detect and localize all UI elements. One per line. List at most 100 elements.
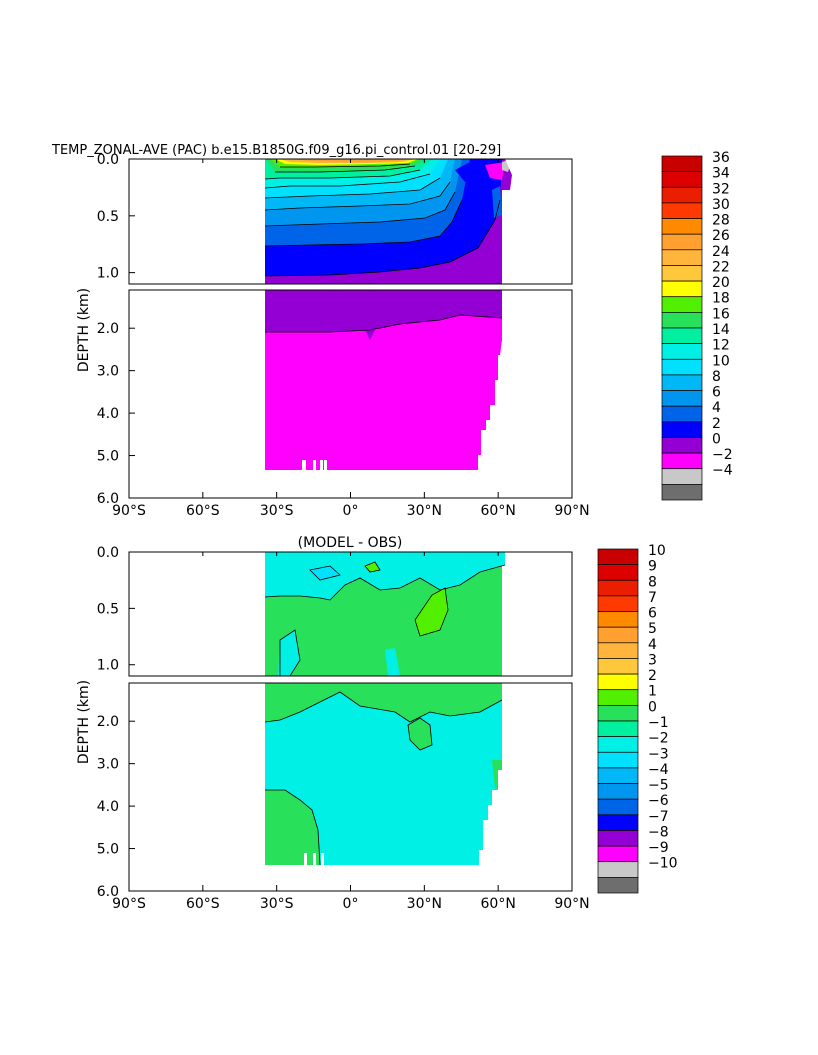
chart2-colorbar-label: −2 (648, 731, 669, 747)
chart2-colorbar-label: 4 (648, 637, 657, 653)
chart1-colorbar-swatch (661, 390, 703, 407)
chart2-x-tick-label: 90°N (554, 896, 589, 912)
chart1-y-tick-label: 1.0 (97, 266, 119, 282)
chart1-y-tick-label: 5.0 (97, 449, 119, 465)
chart2-colorbar-label: 2 (648, 668, 657, 684)
chart2-colorbar-swatch (597, 845, 639, 863)
chart1-y-tick-label: 2.0 (97, 321, 119, 337)
chart2-colorbar-label: 1 (648, 684, 657, 700)
chart2-y-tick-label: 0.5 (97, 601, 119, 617)
chart2-colorbar-label: 3 (648, 652, 657, 668)
chart1-x-tick-label: 30°N (407, 503, 442, 519)
chart1-y-tick-label: 4.0 (97, 406, 119, 422)
chart1-colorbar-label: 28 (712, 213, 730, 229)
chart2-x-tick-label: 90°S (112, 896, 146, 912)
chart1-y-tick-label: 0.0 (97, 152, 119, 168)
chart2-y-tick-label: 1.0 (97, 658, 119, 674)
chart1-colorbar-label: 12 (712, 338, 730, 354)
chart2-colorbar-label: 10 (648, 543, 666, 559)
chart1-x-tick-label: 0° (343, 503, 359, 519)
chart1-colorbar-swatch (661, 405, 703, 423)
chart1-colorbar-label: 24 (712, 244, 730, 260)
chart2-colorbar-label: −8 (648, 824, 669, 840)
chart1-colorbar-swatch (661, 171, 703, 188)
chart2-colorbar-label: 7 (648, 590, 657, 606)
chart1-colorbar-label: −4 (712, 463, 733, 479)
chart1-y-tick-label: 3.0 (97, 364, 119, 380)
chart2-colorbar-swatch (597, 877, 639, 894)
chart2-y-tick-label: 2.0 (97, 714, 119, 730)
chart1-colorbar-label: 20 (712, 275, 730, 291)
chart1-colorbar-swatch (661, 186, 703, 204)
chart1-colorbar-swatch (661, 327, 703, 344)
chart1-colorbar-label: 4 (712, 400, 721, 416)
chart2-colorbar-swatch (597, 658, 639, 675)
chart1-colorbar-swatch (661, 280, 703, 298)
chart2-colorbar-swatch (597, 689, 639, 706)
chart2-colorbar-swatch (597, 611, 639, 628)
chart1-colorbar-label: 2 (712, 416, 721, 432)
chart2-colorbar-label: −4 (648, 762, 669, 778)
chart1-colorbar-label: 16 (712, 306, 730, 322)
chart1-colorbar-label: 36 (712, 150, 730, 166)
chart2-colorbar-swatch (597, 861, 639, 878)
chart1-colorbar-label: 0 (712, 431, 721, 447)
chart1-y-tick-label: 6.0 (97, 491, 119, 507)
chart1-x-tick-label: 90°S (112, 503, 146, 519)
chart1-colorbar-swatch (661, 437, 703, 454)
chart1-colorbar-swatch (661, 265, 703, 282)
chart2-colorbar-swatch (597, 767, 639, 784)
chart1-colorbar-label: 22 (712, 259, 730, 275)
chart2-colorbar-label: −5 (648, 778, 669, 794)
chart1-colorbar-swatch (661, 218, 703, 235)
chart1-colorbar-swatch (661, 312, 703, 329)
chart1-colorbar-label: 34 (712, 166, 730, 182)
chart1-colorbar-label: 26 (712, 228, 730, 244)
chart2-x-tick-label: 60°S (186, 896, 220, 912)
chart2-x-tick-label: 0° (343, 896, 359, 912)
chart1-axes: 90°S 60°S 30°S 0° 30°N 60°N 90°N 0.0 0.5 1.0 2.0 3.… (97, 152, 590, 519)
chart1-colorbar-swatch (661, 421, 703, 438)
chart1-y-tick-label: 0.5 (97, 209, 119, 225)
chart2-colorbar-swatch (597, 814, 639, 831)
chart2-ylabel: DEPTH (km) (76, 680, 92, 764)
chart2-colorbar-swatch (597, 564, 639, 581)
temperature-chart: TEMP_ZONAL-AVE (PAC) b.e15.B1850G.f09_g1… (51, 143, 733, 519)
chart1-colorbar-label: 18 (712, 291, 730, 307)
chart2-colorbar-swatch (597, 548, 639, 565)
chart2-title: (MODEL - OBS) (298, 535, 403, 551)
chart1-colorbar-swatch (661, 452, 703, 470)
chart2-colorbar-swatch (597, 595, 639, 612)
chart2-colorbar-swatch (597, 736, 639, 753)
chart2-colorbar-label: −1 (648, 715, 669, 731)
chart1-colorbar-label: 32 (712, 181, 730, 197)
chart2-x-tick-label: 30°S (260, 896, 294, 912)
chart1-colorbar-label: 8 (712, 369, 721, 385)
chart1-colorbar-swatch (661, 468, 703, 485)
chart2-colorbar-label: 0 (648, 699, 657, 715)
chart1-colorbar-swatch (661, 374, 703, 391)
chart1-title: TEMP_ZONAL-AVE (PAC) b.e15.B1850G.f09_g1… (51, 143, 501, 158)
chart1-colorbar-label: 14 (712, 322, 730, 338)
chart2-colorbar-label: 9 (648, 559, 657, 575)
chart2-y-tick-label: 6.0 (97, 884, 119, 900)
chart1-colorbar-swatch (661, 484, 703, 501)
chart1-colorbar-swatch (661, 296, 703, 313)
chart1-colorbar-swatch (661, 202, 703, 219)
chart2-colorbar-swatch (597, 830, 639, 847)
chart2-x-tick-label: 60°N (481, 896, 516, 912)
chart1-colorbar-swatch (661, 155, 703, 172)
chart2-y-tick-label: 0.0 (97, 545, 119, 561)
chart2-colorbar-swatch (597, 673, 639, 691)
chart2-colorbar-label: 6 (648, 606, 657, 622)
chart2-y-tick-label: 3.0 (97, 757, 119, 773)
chart2-colorbar-label: −9 (648, 840, 669, 856)
chart1-colorbar-label: 6 (712, 385, 721, 401)
chart2-colorbar-label: −7 (648, 809, 669, 825)
chart1-upper-field (264, 159, 572, 284)
chart1-colorbar-label: −2 (712, 447, 733, 463)
chart2-colorbar-label: −3 (648, 746, 669, 762)
